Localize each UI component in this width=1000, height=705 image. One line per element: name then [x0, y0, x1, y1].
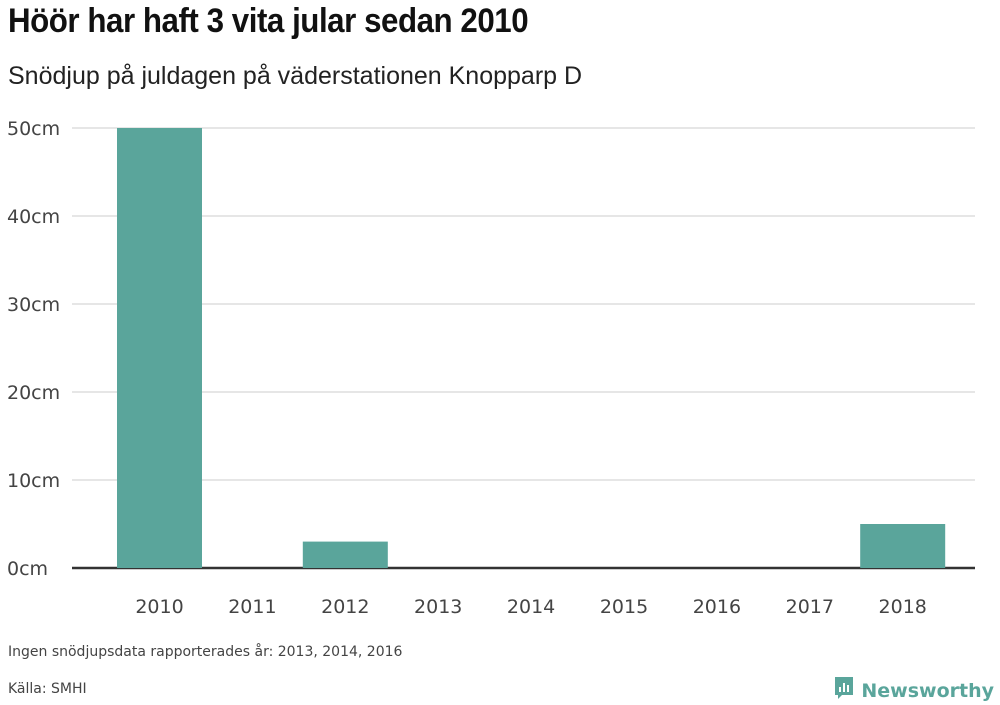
chart-subtitle: Snödjup på juldagen på väderstationen Kn…	[8, 62, 583, 90]
y-axis-labels: 0cm 10cm 20cm 30cm 40cm 50cm	[7, 118, 60, 580]
x-tick-label: 2013	[414, 596, 462, 618]
x-tick-label: 2012	[321, 596, 369, 618]
x-tick-label: 2014	[507, 596, 555, 618]
chart-title: Höör har haft 3 vita jular sedan 2010	[8, 2, 529, 40]
y-tick-label: 50cm	[7, 118, 60, 140]
bar-chart: 0cm 10cm 20cm 30cm 40cm 50cm 2010 2011 2012 2013…	[7, 118, 975, 618]
gridlines	[72, 127, 975, 570]
x-tick-label: 2018	[879, 596, 927, 618]
bars	[117, 128, 946, 568]
y-tick-label: 30cm	[7, 294, 60, 316]
brand-name: Newsworthy	[861, 679, 994, 702]
y-tick-label: 40cm	[7, 206, 60, 228]
y-tick-label: 10cm	[7, 470, 60, 492]
x-tick-label: 2010	[135, 596, 183, 618]
x-tick-label: 2017	[786, 596, 834, 618]
bar-2018	[860, 524, 946, 568]
missing-data-note: Ingen snödjupsdata rapporterades år: 201…	[8, 644, 403, 660]
x-tick-label: 2016	[693, 596, 741, 618]
source-label: Källa: SMHI	[8, 681, 87, 697]
newsworthy-logo-icon	[833, 676, 855, 705]
y-tick-label: 0cm	[7, 558, 48, 580]
bar-2010	[117, 128, 202, 568]
brand: Newsworthy	[833, 676, 994, 705]
bar-2012	[302, 541, 388, 568]
x-axis-labels: 2010 2011 2012 2013 2014 2015 2016 2017 2018	[135, 596, 927, 618]
x-tick-label: 2011	[228, 596, 276, 618]
y-tick-label: 20cm	[7, 382, 60, 404]
x-tick-label: 2015	[600, 596, 648, 618]
